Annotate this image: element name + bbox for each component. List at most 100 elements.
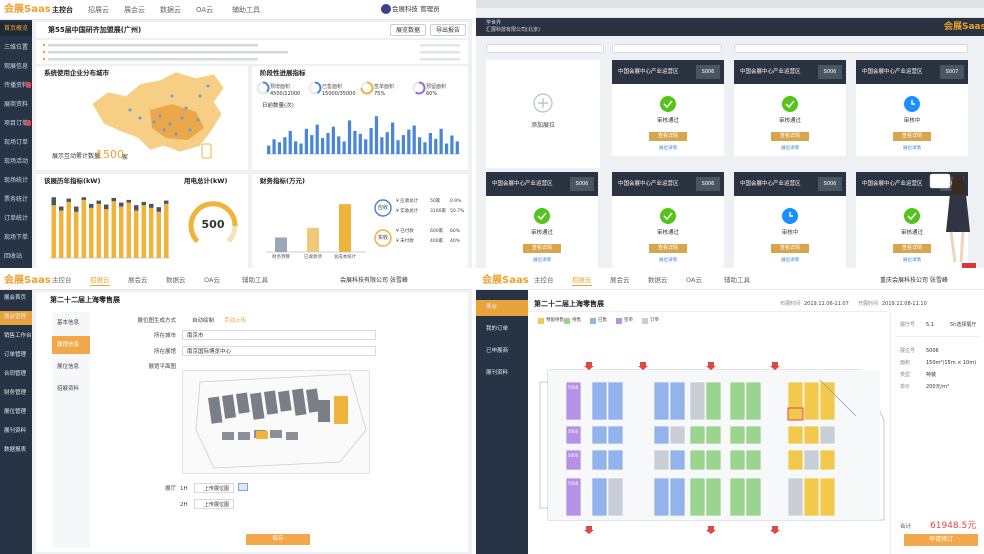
sidebar-item[interactable]: 展商资料: [4, 101, 29, 108]
filter-select[interactable]: [486, 44, 604, 53]
sidebar-item[interactable]: 已申展商: [486, 348, 509, 354]
total-value: 61948.5元: [930, 521, 977, 531]
card-link[interactable]: 展位详情: [781, 258, 799, 263]
sidebar-item[interactable]: 票务统计: [4, 196, 29, 203]
sidebar-item[interactable]: 展刊资料: [486, 370, 509, 376]
card-link[interactable]: 展位详情: [659, 258, 677, 263]
nav-item[interactable]: 展会云: [128, 276, 148, 284]
booth: [819, 449, 836, 471]
card-button[interactable]: 查看详情: [523, 244, 561, 253]
sidebar-item[interactable]: 展会首页: [4, 295, 27, 301]
nav-item[interactable]: 主控台: [534, 276, 554, 284]
summary-cell: 600家: [430, 229, 444, 234]
check: [537, 212, 547, 221]
city-dot: [180, 116, 184, 120]
detail-label: 展位号: [900, 348, 916, 354]
nav-item[interactable]: 数据云: [166, 276, 186, 284]
header-button[interactable]: 展览数据: [390, 24, 426, 36]
sidebar-item[interactable]: 数据报表: [4, 447, 27, 453]
sidebar-item[interactable]: 展会管理: [4, 314, 27, 320]
sidebar-item[interactable]: 现场统计: [4, 177, 29, 184]
card-button[interactable]: 查看详情: [893, 132, 931, 141]
card-link[interactable]: 展位详情: [903, 258, 921, 263]
nav-item[interactable]: 主控台: [52, 276, 72, 284]
tab[interactable]: 基本信息: [57, 320, 80, 326]
card-link[interactable]: 展位详情: [903, 146, 921, 151]
card-button[interactable]: 查看详情: [893, 244, 931, 253]
upload-button[interactable]: 上传展位图: [194, 499, 234, 509]
nav-item[interactable]: 辅助工具: [724, 276, 750, 284]
venue-outline: [195, 373, 367, 469]
nav-item[interactable]: 招展云: [572, 276, 592, 286]
nav-item[interactable]: 展会云: [124, 6, 145, 14]
nav-item[interactable]: 辅助工具: [242, 276, 268, 284]
order-button[interactable]: 申请预订: [904, 534, 978, 546]
card-title: 中国会展中心产业运营区: [618, 181, 679, 187]
sidebar-item[interactable]: 订单管理: [4, 352, 27, 358]
sidebar-item[interactable]: 传播资料: [4, 82, 29, 89]
sidebar-item[interactable]: 观展信息: [4, 63, 29, 70]
bar: [283, 137, 287, 154]
nav-item[interactable]: 主控台: [52, 6, 73, 14]
sidebar-item[interactable]: 展会: [486, 304, 498, 310]
save-button[interactable]: 保存: [246, 534, 310, 545]
nav-item[interactable]: 招展云: [90, 276, 110, 286]
booth: [607, 449, 624, 471]
nav-item[interactable]: 辅助工具: [232, 6, 260, 14]
map-caption: 展示互动累计数量: [52, 153, 101, 160]
card-status: 审核通过: [778, 118, 801, 124]
booth: [729, 381, 746, 421]
card-button[interactable]: 查看详情: [649, 132, 687, 141]
card-button[interactable]: 查看详情: [649, 244, 687, 253]
nav-item[interactable]: 数据云: [160, 6, 181, 14]
card-button[interactable]: 查看详情: [771, 244, 809, 253]
sidebar-item[interactable]: 现场订单: [4, 139, 29, 146]
sidebar-item[interactable]: 首页概览: [4, 25, 29, 32]
nav-item[interactable]: 招展云: [88, 6, 109, 14]
nav-item[interactable]: 展会云: [610, 276, 630, 284]
card-link[interactable]: 展位详情: [533, 258, 551, 263]
summary-cell: 40%: [450, 239, 461, 244]
nav-item[interactable]: 数据云: [648, 276, 668, 284]
header-button[interactable]: 导出报告: [430, 24, 466, 36]
sidebar-item[interactable]: 财务管理: [4, 390, 27, 396]
bar: [339, 204, 351, 252]
badge: [26, 82, 31, 88]
filter-select[interactable]: [612, 44, 722, 53]
summary-cell: 400家: [430, 239, 444, 244]
city-input[interactable]: 南京市: [182, 330, 376, 340]
city-dot: [162, 128, 166, 132]
sidebar-item[interactable]: 现场活动: [4, 158, 29, 165]
tab[interactable]: 展位信息: [57, 364, 80, 370]
nav-item[interactable]: OA云: [196, 6, 214, 14]
sidebar-item[interactable]: 三维位置: [4, 44, 29, 51]
upload-button[interactable]: 上传展位图: [194, 483, 234, 493]
add-card[interactable]: [486, 60, 600, 168]
card-link[interactable]: 展位详情: [781, 146, 799, 151]
tab[interactable]: 招展资料: [57, 386, 80, 392]
sidebar-item[interactable]: 订单统计: [4, 215, 29, 222]
filter-select[interactable]: [734, 44, 968, 53]
radio-option[interactable]: 自动绘制: [192, 318, 215, 324]
sidebar-item[interactable]: 现场下单: [4, 234, 29, 241]
sidebar-item[interactable]: 展刊资料: [4, 428, 27, 434]
radio-option[interactable]: 手动上传: [224, 318, 247, 324]
hall-pick[interactable]: 5h选择展厅: [950, 322, 977, 328]
venue-input[interactable]: 南京国际博览中心: [182, 346, 376, 356]
sidebar-item[interactable]: 项目订单: [4, 120, 29, 127]
sidebar: [0, 20, 32, 270]
tab[interactable]: 展馆信息: [52, 336, 90, 354]
nav-item[interactable]: OA云: [204, 276, 220, 284]
sidebar-item[interactable]: 展位管理: [4, 409, 27, 415]
legend-label: 预留待售: [546, 318, 564, 323]
sidebar-item[interactable]: 我的订单: [486, 326, 509, 332]
sidebar: [476, 290, 528, 554]
sidebar-item[interactable]: 合同管理: [4, 371, 27, 377]
card-code: S006: [818, 65, 842, 79]
card-button[interactable]: 查看详情: [771, 132, 809, 141]
sidebar-item[interactable]: 销售工作台: [4, 333, 32, 339]
card-link[interactable]: 展位详情: [659, 146, 677, 151]
nav-item[interactable]: OA云: [686, 276, 702, 284]
sidebar-item[interactable]: 回收站: [4, 253, 23, 260]
setup-label: 布展时间: [780, 301, 801, 307]
